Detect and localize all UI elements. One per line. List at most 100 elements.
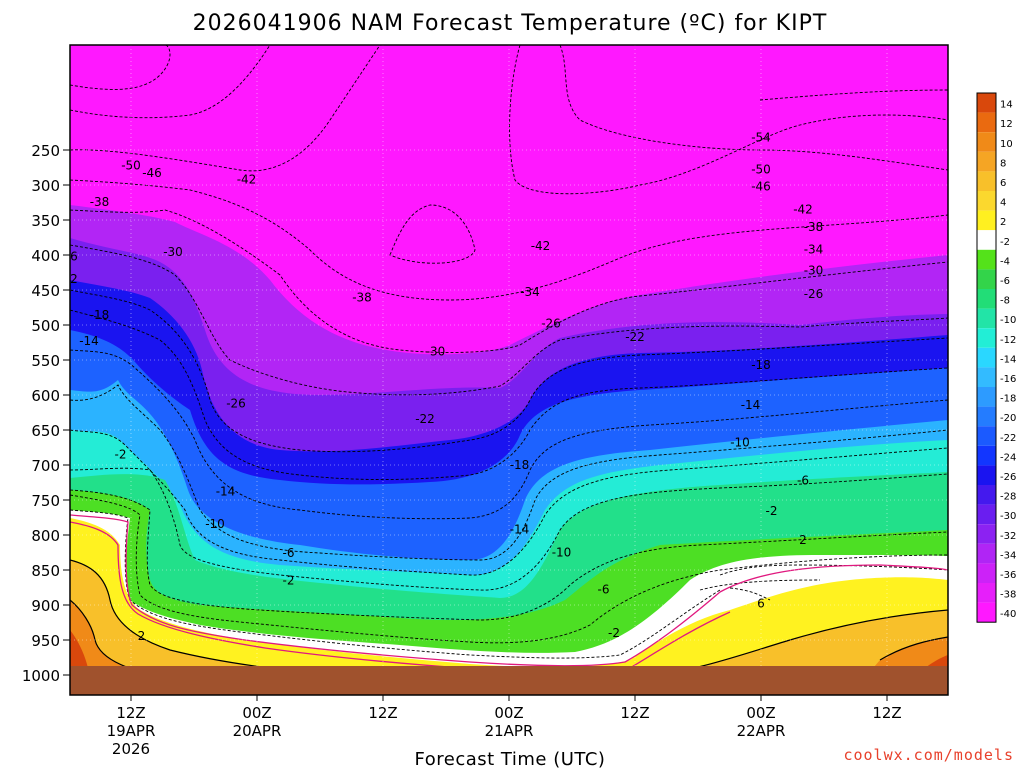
contour-label: -14 [510,522,530,536]
colorbar-swatch [977,230,996,250]
x-tick-label: 12Z [620,704,649,722]
x-axis-label: Forecast Time (UTC) [415,749,606,768]
colorbar-label: -16 [1000,374,1016,385]
y-tick-label: 950 [31,632,60,650]
y-tick-label: 300 [31,177,60,195]
colorbar-swatch [977,308,996,329]
terrain-surface [70,666,948,695]
y-tick-label: 650 [31,422,60,440]
y-tick-label: 800 [31,527,60,545]
colorbar-swatch [977,387,996,407]
colorbar-swatch [977,426,996,446]
colorbar-label: 4 [1000,198,1006,209]
contour-label: -46 [751,179,771,193]
x-tick-label: 22APR [737,722,786,740]
x-tick-label: 12Z [872,704,901,722]
y-tick-label: 1000 [22,667,60,685]
contour-label: -30 [426,345,446,359]
contour-label: -6 [283,546,295,560]
colorbar-swatch [977,583,996,603]
colorbar-swatch [977,132,996,152]
contour-label: -18 [510,458,530,472]
contour-label: -38 [804,220,824,234]
y-tick-label: 850 [31,562,60,580]
colorbar-swatch [977,151,996,172]
colorbar-swatch [977,347,996,368]
colorbar-label: -26 [1000,472,1016,483]
colorbar-label: -28 [1000,492,1016,503]
colorbar-label: -8 [1000,296,1010,307]
colorbar-label: -38 [1000,590,1016,601]
colorbar-swatch [977,543,996,564]
y-tick-label: 700 [31,457,60,475]
colorbar-swatch [977,249,996,270]
colorbar-swatch [977,191,996,211]
contour-label: -18 [90,308,110,322]
colorbar: 14 12 10 8 6 4 2 -2 -4 -6 -8 -10 -12 -14 -16 -18 -20 -22 -… [976,92,1016,623]
x-tick-label: 12Z [368,704,397,722]
contour-label: -42 [237,172,257,186]
x-tick-label: 00Z [494,704,523,722]
colorbar-swatch [977,485,996,505]
contour-label: -22 [625,330,645,344]
dotted-grid [70,45,948,695]
colorbar-swatch [977,524,996,544]
colorbar-label: -32 [1000,531,1016,542]
contour-label: -46 [142,166,162,180]
y-tick-label: 600 [31,387,60,405]
colorbar-label: -34 [1000,550,1016,561]
contour-label: -26 [58,249,78,263]
colorbar-label: -14 [1000,354,1016,365]
contour-label: -34 [520,285,540,299]
contour-label: -26 [226,396,246,410]
contour-label: -14 [741,398,761,412]
y-tick-label: 500 [31,317,60,335]
contour-label: -50 [751,163,771,177]
colorbar-swatch [977,465,996,485]
colorbar-swatch [977,328,996,348]
colorbar-label: 12 [1000,119,1013,130]
contour-label: -14 [216,485,236,499]
y-tick-label: 900 [31,597,60,615]
colorbar-swatch [977,289,996,309]
band-gold [70,560,948,695]
colorbar-label: -12 [1000,335,1016,346]
x-tick-label: 12Z [116,704,145,722]
colorbar-label: -4 [1000,256,1010,267]
contour-label: -2 [283,574,295,588]
colorbar-label: -36 [1000,570,1016,581]
colorbar-label: -30 [1000,511,1016,522]
colorbar-label: -22 [1000,433,1016,444]
colorbar-swatch [977,269,996,289]
x-tick-label: 21APR [485,722,534,740]
contour-label: -38 [352,291,372,305]
contour-label: -10 [730,436,750,450]
y-tick-label: 450 [31,282,60,300]
contour-label: -30 [804,263,824,277]
colorbar-label: -20 [1000,413,1016,424]
colorbar-label: 6 [1000,178,1006,189]
colorbar-label: 10 [1000,139,1013,150]
contour-label: -42 [531,239,551,253]
contour-label: -34 [804,242,824,256]
contour-label: -14 [79,334,99,348]
y-tick-label: 250 [31,142,60,160]
colorbar-swatch [977,171,996,191]
temperature-field: -54-50-46 -42-50-46-42-38-34-30-26-22-18-… [58,45,948,695]
y-tick-label: 750 [31,492,60,510]
contour-label: -10 [552,546,572,560]
contour-label: -2 [115,448,127,462]
contour-label: -18 [751,358,771,372]
chart-title: 2026041906 NAM Forecast Temperature (ºC)… [193,11,828,36]
contour-label: -6 [598,583,610,597]
colorbar-label: 2 [1000,217,1006,228]
colorbar-swatch [977,112,996,133]
contour-label: -22 [58,272,78,286]
y-tick-label: 400 [31,247,60,265]
credit-link[interactable]: coolwx.com/models [843,746,1014,764]
contour-label: -54 [751,130,771,144]
contour-label: -26 [541,317,561,331]
contour-labels: -54-50-46 -42-50-46-42-38-34-30-26-22-18-… [58,130,824,642]
colorbar-label: -24 [1000,452,1016,463]
colorbar-label: -6 [1000,276,1010,287]
